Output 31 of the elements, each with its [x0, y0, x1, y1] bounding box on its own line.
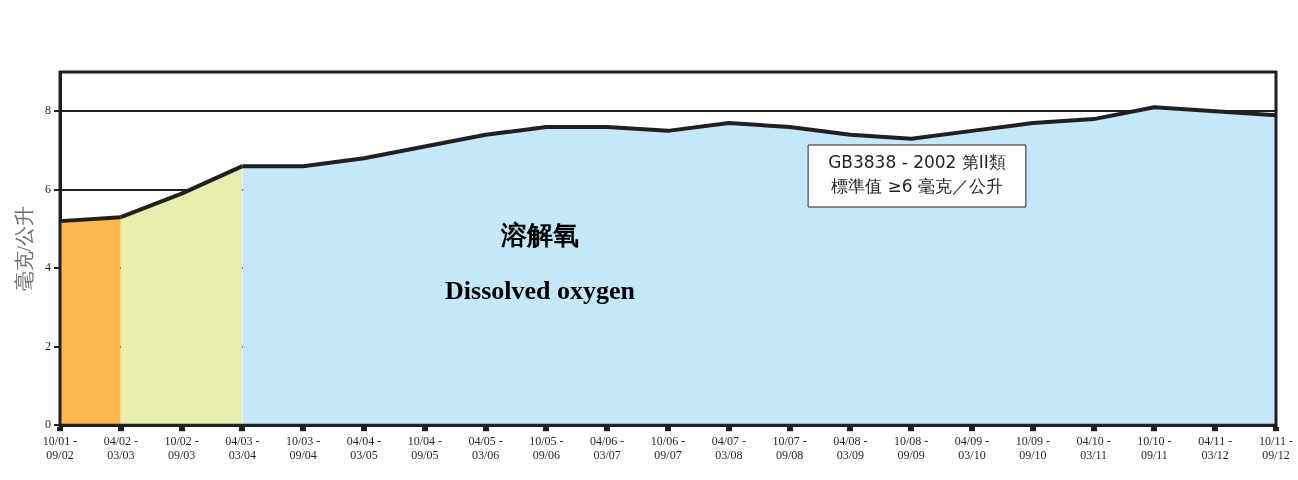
x-tick-label: 10/09 - 09/10 — [1015, 433, 1050, 462]
y-axis-title: 毫克/公升 — [13, 205, 36, 292]
x-tick-label: 04/04 - 03/05 — [346, 433, 382, 462]
y-tick-label: 4 — [45, 260, 51, 275]
x-tick-label: 10/02 - 09/03 — [164, 433, 199, 462]
x-tick-label: 10/10 - 09/11 — [1137, 433, 1172, 462]
x-tick-label: 04/06 - 03/07 — [590, 433, 625, 462]
y-tick-label: 8 — [45, 103, 51, 118]
x-tick-label: 04/10 - 03/11 — [1076, 433, 1111, 462]
text: Dissolved oxygen — [445, 275, 636, 305]
annotation: GB3838 - 2002 第II類 — [828, 152, 1006, 173]
x-tick-label: 04/11 - 03/12 — [1198, 433, 1233, 462]
annotation: 標準值 ≥6 毫克／公升 — [831, 176, 1003, 197]
x-tick-label: 04/02 - 03/03 — [103, 433, 138, 462]
x-tick-label: 10/08 - 09/09 — [894, 433, 929, 462]
x-tick-label: 10/11 - 09/12 — [1259, 433, 1293, 462]
y-tick-label: 2 — [45, 338, 51, 353]
x-tick-label: 04/09 - 03/10 — [954, 433, 990, 462]
x-tick-label: 10/01 - 09/02 — [42, 433, 78, 462]
x-tick-label: 10/03 - 09/04 — [286, 433, 321, 462]
text: 溶解氧 — [500, 220, 579, 250]
x-tick-label: 04/05 - 03/06 — [468, 433, 503, 462]
x-tick-label: 04/07 - 03/08 — [711, 433, 746, 462]
x-tick-label: 10/07 - 09/08 — [772, 433, 807, 462]
x-tick-label: 10/04 - 09/05 — [407, 433, 442, 462]
x-tick-label: 04/08 - 03/09 — [833, 433, 868, 462]
y-tick-label: 6 — [45, 181, 51, 196]
y-tick-label: 0 — [45, 417, 51, 432]
x-tick-label: 04/03 - 03/04 — [225, 433, 260, 462]
x-tick-label: 10/05 - 09/06 — [529, 433, 564, 462]
x-tick-label: 10/06 - 09/07 — [650, 433, 686, 462]
